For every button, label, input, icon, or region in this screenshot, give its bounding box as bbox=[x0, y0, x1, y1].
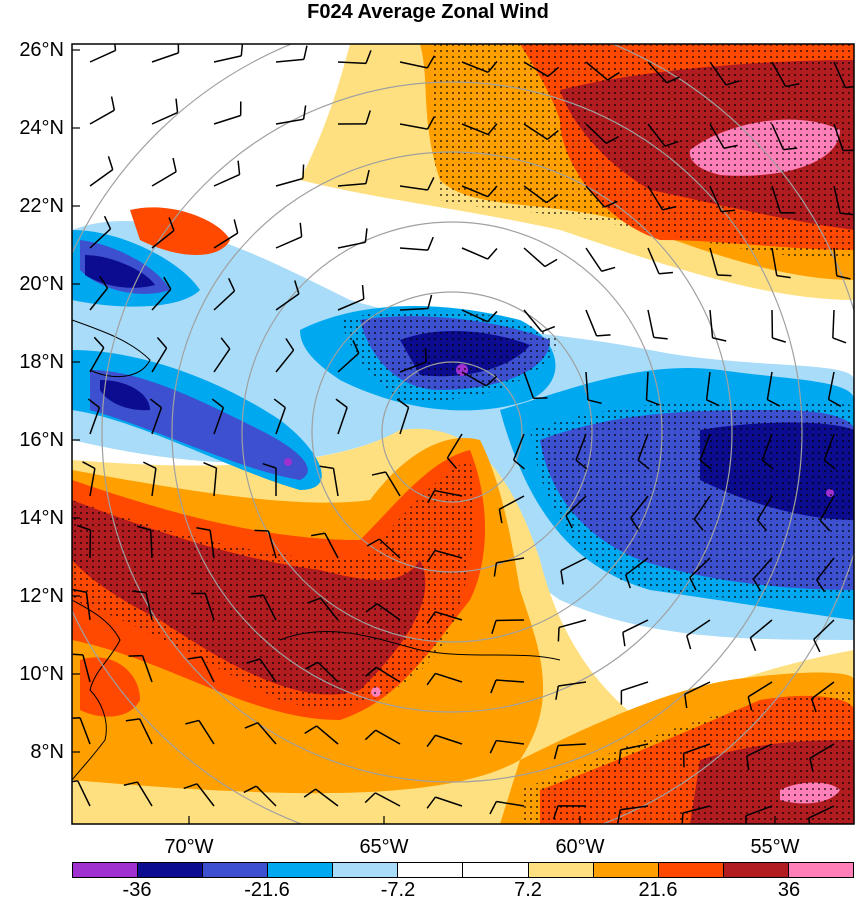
colorbar-label-21-6: 21.6 bbox=[639, 879, 678, 901]
lat-label-14n: 14°N bbox=[0, 507, 64, 529]
colorbar-swatch bbox=[789, 863, 853, 877]
colorbar-label-7-2: 7.2 bbox=[514, 879, 542, 901]
colorbar-swatch bbox=[724, 863, 789, 877]
lat-label-12n: 12°N bbox=[0, 585, 64, 607]
colorbar-swatch bbox=[138, 863, 203, 877]
lat-label-24n: 24°N bbox=[0, 117, 64, 139]
lat-label-16n: 16°N bbox=[0, 429, 64, 451]
wind-field-purple-spot3 bbox=[284, 458, 292, 466]
colorbar-swatch bbox=[73, 863, 138, 877]
lon-label-70w: 70°W bbox=[164, 836, 213, 858]
lat-label-10n: 10°N bbox=[0, 663, 64, 685]
colorbar-swatch bbox=[594, 863, 659, 877]
lon-label-65w: 65°W bbox=[359, 836, 408, 858]
colorbar-label-neg7-2: -7.2 bbox=[381, 879, 415, 901]
colorbar-swatch bbox=[268, 863, 333, 877]
colorbar-label-36: 36 bbox=[778, 879, 800, 901]
colorbar-swatch bbox=[333, 863, 398, 877]
lat-label-8n: 8°N bbox=[0, 741, 64, 763]
colorbar-swatch bbox=[659, 863, 724, 877]
lat-label-26n: 26°N bbox=[0, 39, 64, 61]
colorbar-swatch bbox=[463, 863, 528, 877]
lon-label-55w: 55°W bbox=[750, 836, 799, 858]
lon-label-60w: 60°W bbox=[555, 836, 604, 858]
colorbar bbox=[72, 862, 854, 878]
lat-label-18n: 18°N bbox=[0, 351, 64, 373]
colorbar-label-neg21-6: -21.6 bbox=[244, 879, 290, 901]
lat-label-20n: 20°N bbox=[0, 273, 64, 295]
colorbar-swatch bbox=[398, 863, 463, 877]
colorbar-swatch bbox=[203, 863, 268, 877]
lat-label-22n: 22°N bbox=[0, 195, 64, 217]
colorbar-swatch bbox=[529, 863, 594, 877]
colorbar-label-neg36: -36 bbox=[123, 879, 152, 901]
